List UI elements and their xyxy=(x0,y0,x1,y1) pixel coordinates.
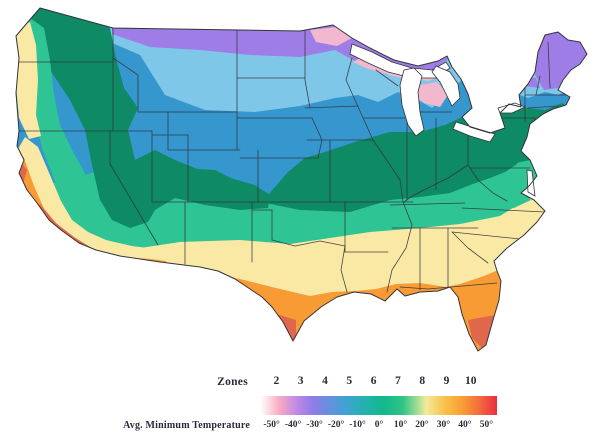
legend-zone-number: 8 xyxy=(419,375,426,387)
zone-8-region-california-valley xyxy=(18,137,165,267)
legend-zone-number: 10 xyxy=(465,375,477,387)
legend-temp-tick: 10° xyxy=(393,420,408,430)
legend-zone-number: 3 xyxy=(297,375,304,387)
zone-9-region-california-coast xyxy=(16,143,166,271)
legend-zone-number: 4 xyxy=(322,375,328,387)
zone-8-region-nw-coast xyxy=(16,22,41,139)
zone-7-region-pacific xyxy=(25,18,102,230)
legend-temp-tick: -30° xyxy=(306,420,323,430)
zone-2-region-north-michigan xyxy=(414,82,448,107)
legend-zone-number: 7 xyxy=(395,375,401,387)
legend-temperature-ticks: -50° -40° -30° -20° -10° 0° 10° 20° 30° 40° 50° xyxy=(261,420,497,432)
legend-temp-tick: -10° xyxy=(349,420,366,430)
lake-superior xyxy=(349,43,451,79)
legend-temp-tick: -20° xyxy=(327,420,345,430)
lake-ontario xyxy=(497,102,527,114)
legend-zone-numbers: 2 3 4 5 6 7 8 9 10 xyxy=(261,375,497,389)
legend-temp-tick: 0° xyxy=(374,420,384,430)
legend-temp-tick: 50° xyxy=(479,420,494,430)
state-borders xyxy=(16,27,569,293)
legend-temp-tick: 40° xyxy=(458,420,472,430)
legend-zone-number: 2 xyxy=(273,375,280,387)
lake-michigan xyxy=(399,67,425,137)
legend-zones-label: Zones xyxy=(217,376,248,388)
great-lakes xyxy=(349,43,536,197)
legend-zone-number: 5 xyxy=(346,375,353,387)
legend-temperature-label: Avg. Minimum Temperature xyxy=(123,420,250,431)
legend-temp-tick: 20° xyxy=(415,420,429,430)
lake-huron xyxy=(431,65,461,107)
legend-temp-tick: 30° xyxy=(436,420,451,430)
legend-gradient-bar xyxy=(261,396,497,415)
zone-6-region-northwest xyxy=(30,8,270,228)
legend-temp-tick: -50° xyxy=(263,420,280,430)
legend-temp-tick: -40° xyxy=(284,420,302,430)
legend-zone-number: 9 xyxy=(443,375,450,387)
us-zone-map xyxy=(15,7,588,352)
legend-zone-number: 6 xyxy=(370,375,377,387)
us-outline xyxy=(15,7,588,352)
